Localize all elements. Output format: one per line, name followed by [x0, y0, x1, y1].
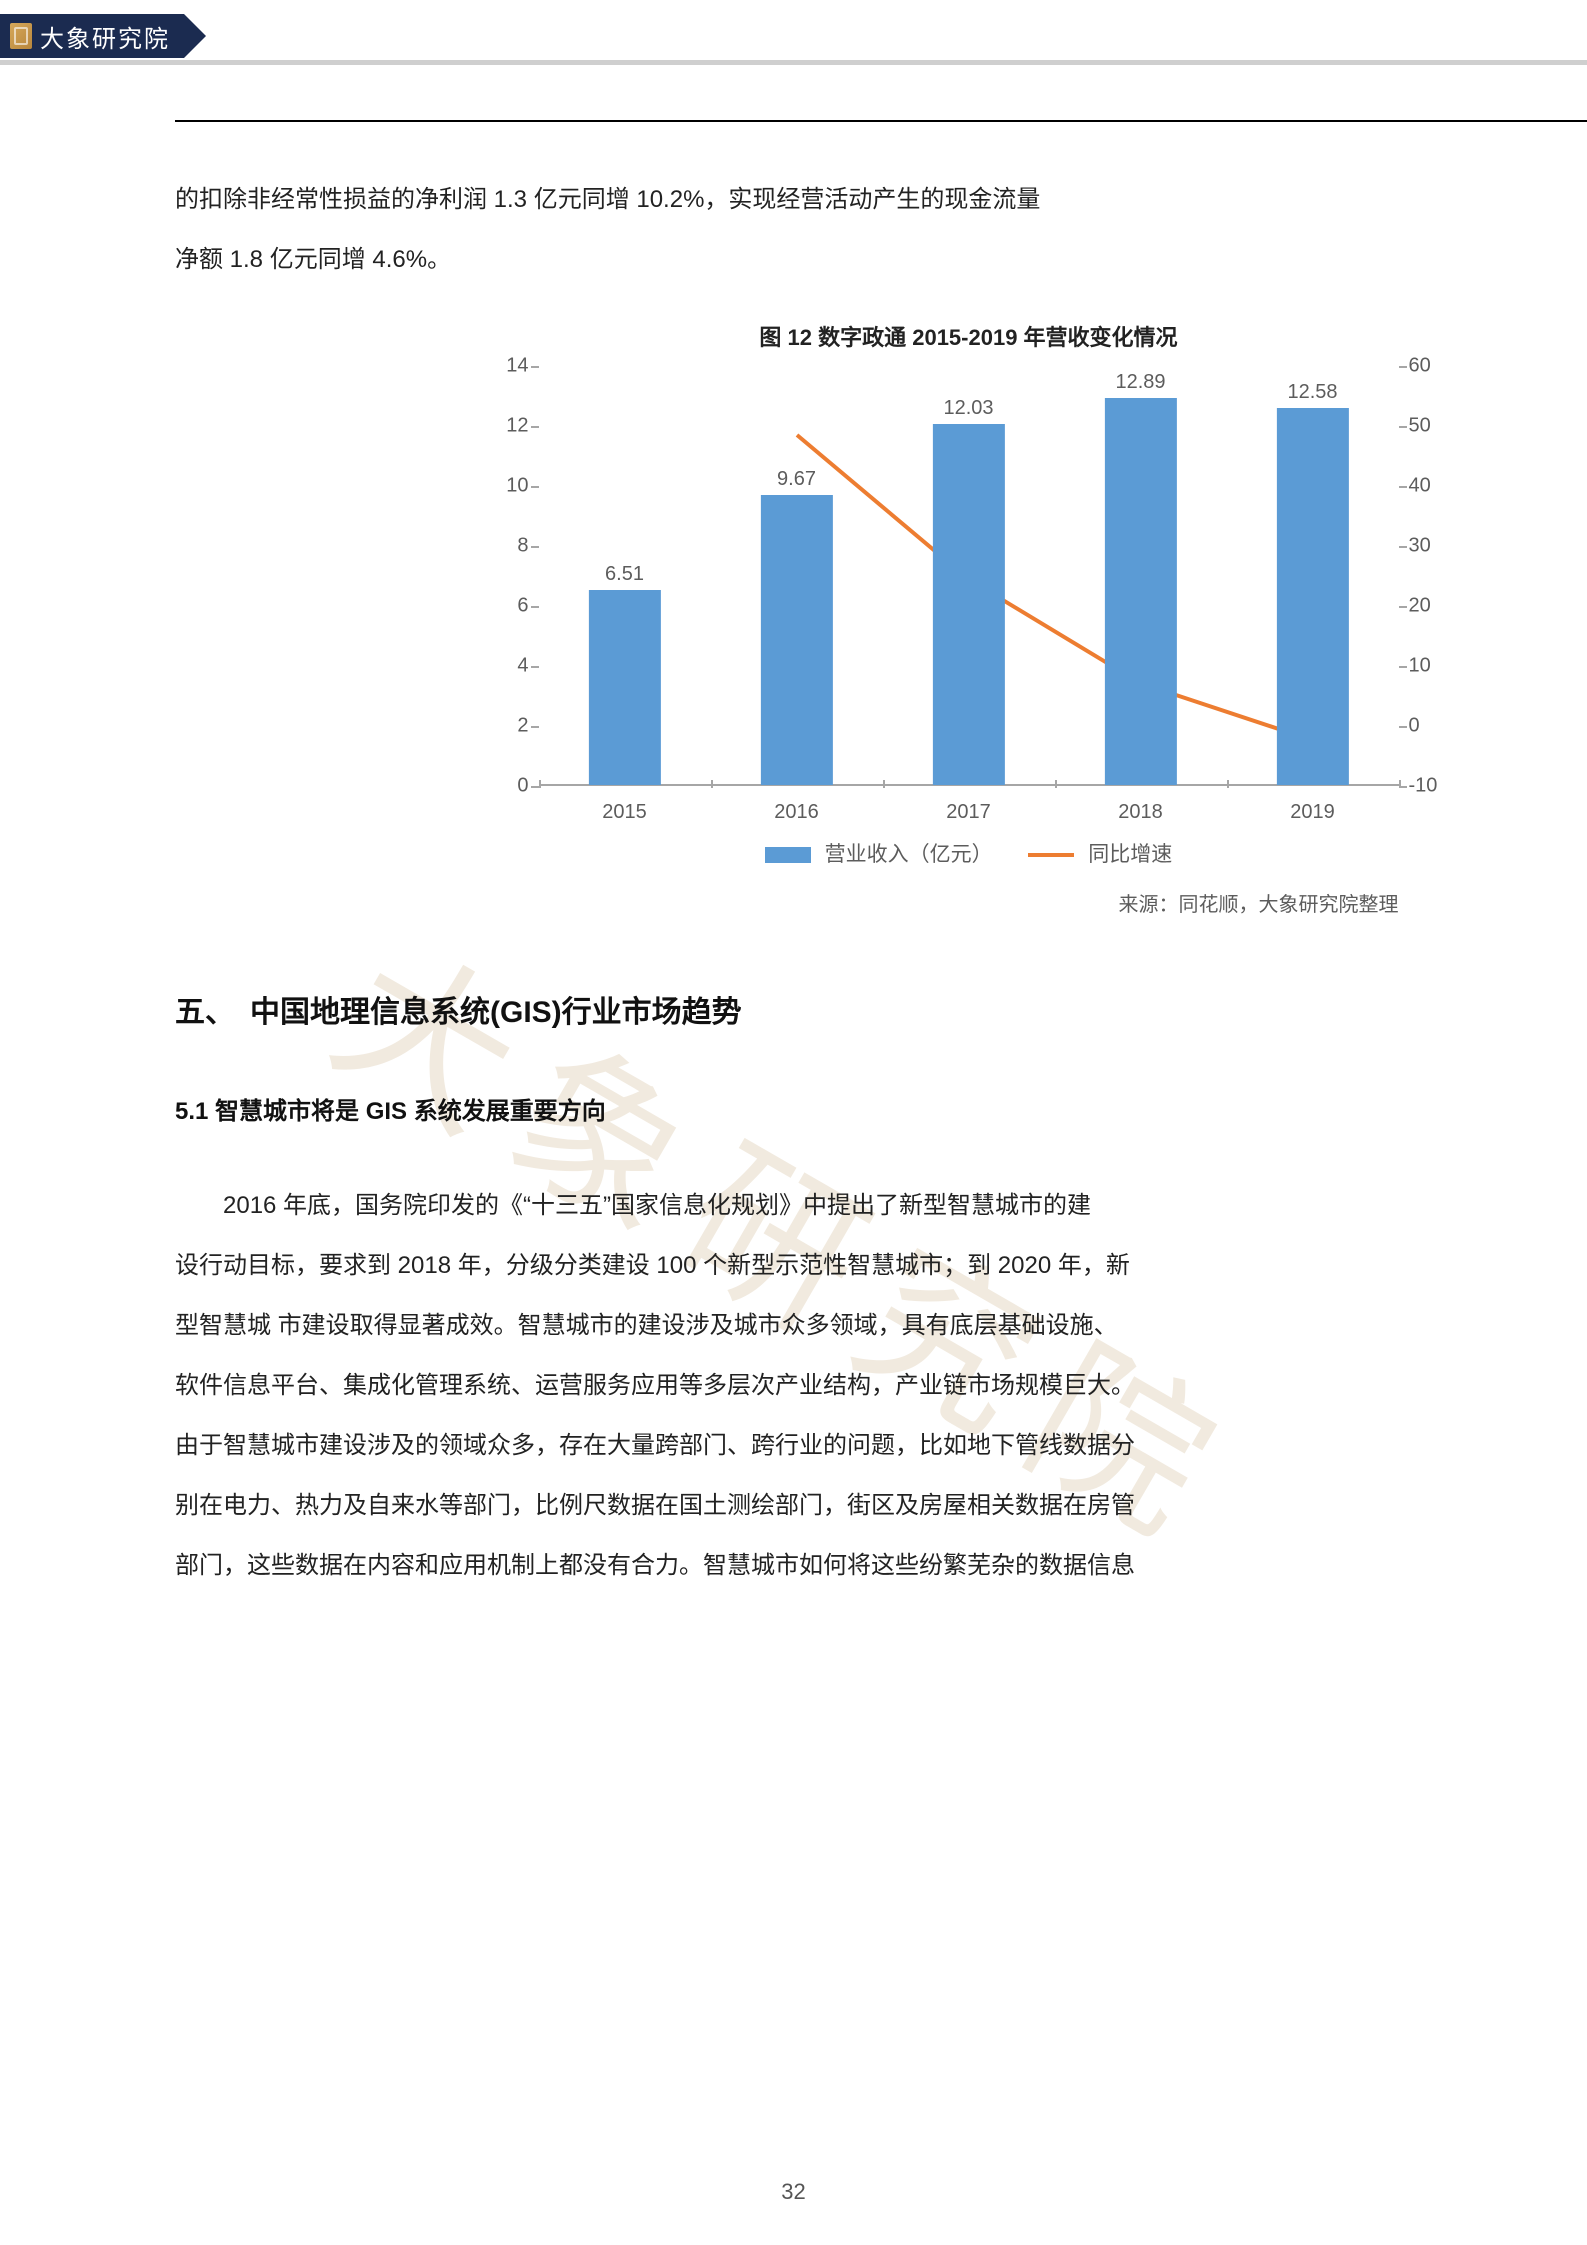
chart-line [797, 435, 1313, 740]
body-para-line: 别在电力、热力及自来水等部门，比例尺数据在国土测绘部门，街区及房屋相关数据在房管 [175, 1476, 1587, 1536]
legend-line-label: 同比增速 [1088, 843, 1172, 866]
chart-ytick-left [531, 726, 539, 728]
chart-bar-value-label: 6.51 [565, 563, 685, 586]
legend-bar-swatch [765, 847, 811, 863]
chart-bar-value-label: 9.67 [737, 468, 857, 491]
chart-ytick-left [531, 666, 539, 668]
chart-ytick-right [1399, 486, 1407, 488]
legend-bar-label: 营业收入（亿元） [825, 843, 993, 866]
chart-ytick-right [1399, 366, 1407, 368]
chart-ytick-right [1399, 726, 1407, 728]
chart-ylabel-right: 40 [1409, 475, 1469, 498]
chart-ylabel-right: 50 [1409, 415, 1469, 438]
body-para-line: 由于智慧城市建设涉及的领域众多，存在大量跨部门、跨行业的问题，比如地下管线数据分 [175, 1416, 1587, 1476]
chart-category-label: 2015 [565, 801, 685, 824]
chart-ylabel-left: 6 [469, 595, 529, 618]
body-para-line: 软件信息平台、集成化管理系统、运营服务应用等多层次产业结构，产业链市场规模巨大。 [175, 1356, 1587, 1416]
header-divider [0, 60, 1587, 65]
chart-ytick-left [531, 606, 539, 608]
chart-source: 来源：同花顺，大象研究院整理 [469, 888, 1399, 917]
chart-bar-value-label: 12.89 [1081, 371, 1201, 394]
chart-legend: 营业收入（亿元） 同比增速 [469, 838, 1469, 868]
chart-xtick [711, 780, 713, 788]
body-para-line: 2016 年底，国务院印发的《“十三五”国家信息化规划》中提出了新型智慧城市的建 [175, 1176, 1587, 1236]
chart-bar [1276, 408, 1348, 785]
chart-ytick-left [531, 366, 539, 368]
chart-bar [932, 424, 1004, 785]
org-name: 大象研究院 [40, 19, 170, 54]
chart-xtick [883, 780, 885, 788]
chart-category-label: 2016 [737, 801, 857, 824]
body-para-line: 设行动目标，要求到 2018 年，分级分类建设 100 个新型示范性智慧城市；到… [175, 1236, 1587, 1296]
org-logo-block: 大象研究院 [0, 14, 184, 58]
page-content: 的扣除非经常性损益的净利润 1.3 亿元同增 10.2%，实现经营活动产生的现金… [175, 120, 1587, 1596]
chart-plot-area: 02468101214-1001020304050606.5120159.672… [539, 366, 1399, 786]
chart-bar-value-label: 12.58 [1253, 381, 1373, 404]
chart-ylabel-right: 0 [1409, 715, 1469, 738]
chart-ylabel-left: 8 [469, 535, 529, 558]
chart-ytick-right [1399, 666, 1407, 668]
revenue-chart: 02468101214-1001020304050606.5120159.672… [469, 366, 1469, 917]
chart-ytick-left [531, 426, 539, 428]
chart-ylabel-right: 20 [1409, 595, 1469, 618]
chart-ytick-right [1399, 426, 1407, 428]
chart-category-label: 2019 [1253, 801, 1373, 824]
intro-para-line: 的扣除非经常性损益的净利润 1.3 亿元同增 10.2%，实现经营活动产生的现金… [175, 170, 1587, 230]
chart-ytick-right [1399, 606, 1407, 608]
chart-ylabel-right: 60 [1409, 355, 1469, 378]
page-header: 大象研究院 [0, 14, 1587, 58]
chart-ylabel-right: 30 [1409, 535, 1469, 558]
chart-bar [588, 590, 660, 785]
chart-ytick-left [531, 546, 539, 548]
chart-ylabel-right: 10 [1409, 655, 1469, 678]
legend-line-swatch [1028, 853, 1074, 857]
top-rule [175, 120, 1587, 122]
chart-xtick [1399, 780, 1401, 788]
chart-ylabel-left: 10 [469, 475, 529, 498]
chart-bar [760, 495, 832, 785]
chart-ytick-right [1399, 546, 1407, 548]
chart-category-label: 2018 [1081, 801, 1201, 824]
chart-ylabel-left: 4 [469, 655, 529, 678]
body-para-line: 型智慧城 市建设取得显著成效。智慧城市的建设涉及城市众多领域，具有底层基础设施、 [175, 1296, 1587, 1356]
chart-ytick-left [531, 486, 539, 488]
body-para-line: 部门，这些数据在内容和应用机制上都没有合力。智慧城市如何将这些纷繁芜杂的数据信息 [175, 1536, 1587, 1596]
chart-ylabel-left: 12 [469, 415, 529, 438]
org-logo-icon [10, 23, 32, 49]
intro-para-line: 净额 1.8 亿元同增 4.6%。 [175, 230, 1587, 290]
chart-ylabel-left: 14 [469, 355, 529, 378]
subsection-heading: 5.1 智慧城市将是 GIS 系统发展重要方向 [175, 1091, 1587, 1126]
chart-bar-value-label: 12.03 [909, 397, 1029, 420]
chart-title: 图 12 数字政通 2015-2019 年营收变化情况 [175, 320, 1587, 352]
chart-category-label: 2017 [909, 801, 1029, 824]
chart-ylabel-right: -10 [1409, 775, 1469, 798]
chart-xtick [539, 780, 541, 788]
chart-xtick [1055, 780, 1057, 788]
chart-ylabel-left: 2 [469, 715, 529, 738]
page-number: 32 [0, 2179, 1587, 2205]
chart-ytick-left [531, 786, 539, 788]
chart-bar [1104, 398, 1176, 785]
chart-ylabel-left: 0 [469, 775, 529, 798]
section-heading: 五、 中国地理信息系统(GIS)行业市场趋势 [175, 987, 1587, 1031]
chart-xtick [1227, 780, 1229, 788]
